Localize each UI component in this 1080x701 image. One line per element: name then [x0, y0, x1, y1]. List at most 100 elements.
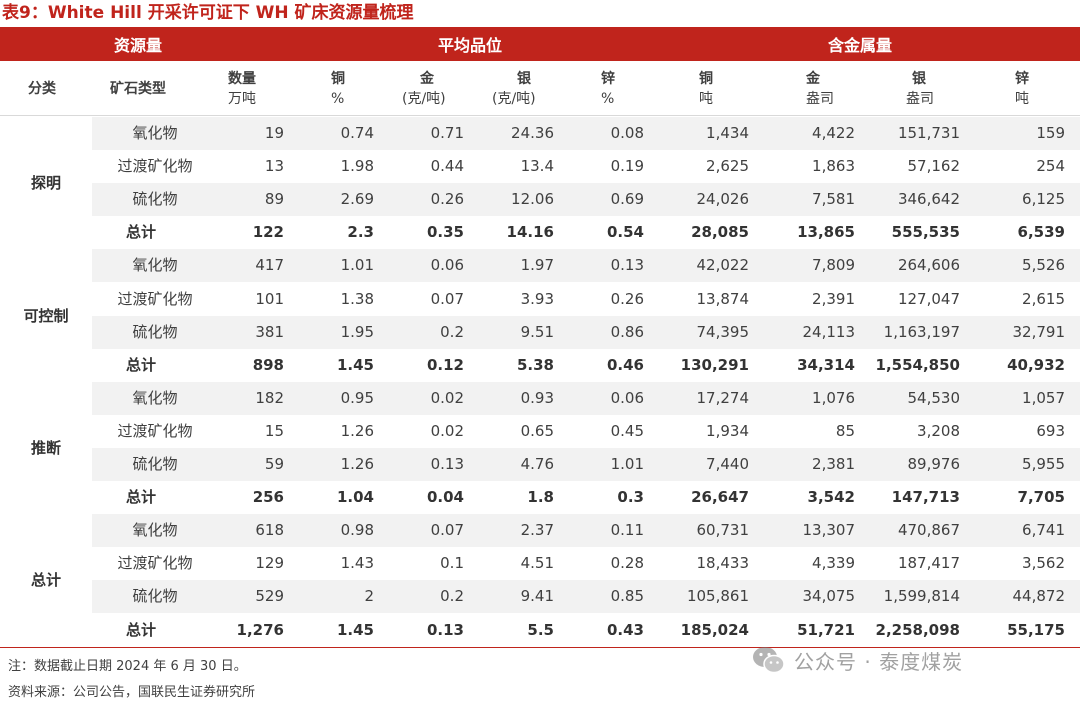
cell-au-grade: 0.44	[430, 157, 464, 176]
cell-zn-grade: 0.46	[606, 355, 644, 374]
table-row: 氧化物 182 0.95 0.02 0.93 0.06 17,274 1,076 54,530 1…	[92, 381, 1080, 415]
cell-cu-grade: 0.98	[340, 521, 374, 540]
group-label: 可控制	[23, 306, 69, 325]
cell-qty: 898	[252, 355, 284, 374]
cell-zn-metal: 6,125	[1022, 190, 1065, 209]
cell-qty: 13	[264, 157, 284, 176]
cell-cu-grade: 1.43	[340, 554, 374, 573]
cell-au-metal: 4,339	[812, 554, 855, 573]
cell-cu-metal: 2,625	[706, 157, 749, 176]
cell-cu-metal: 130,291	[680, 355, 749, 374]
table-row: 硫化物 59 1.26 0.13 4.76 1.01 7,440 2,381 89,976 5,9…	[92, 448, 1080, 481]
cell-au-metal: 51,721	[797, 620, 855, 639]
total-row: 总计 898 1.45 0.12 5.38 0.46 130,291 34,314 1,554,…	[92, 349, 1080, 382]
cell-zn-grade: 0.86	[610, 322, 644, 341]
cell-qty: 15	[264, 421, 284, 440]
cell-qty: 122	[252, 223, 284, 242]
cell-cu-grade: 1.04	[336, 488, 374, 507]
cell-ag-grade: 24.36	[511, 124, 554, 142]
table-body: 探明 氧化物 19 0.74 0.71 24.36 0.08 1,434 4,422 151,73…	[0, 117, 1080, 647]
cell-au-metal: 3,542	[807, 488, 855, 507]
table-row: 过渡矿化物 101 1.38 0.07 3.93 0.26 13,874 2,391 127,0…	[92, 283, 1080, 316]
cell-qty: 256	[252, 488, 284, 507]
cell-au-metal: 13,865	[797, 223, 855, 242]
cell-au-grade: 0.13	[430, 455, 464, 473]
table-row: 氧化物 19 0.74 0.71 24.36 0.08 1,434 4,422 151,731 1…	[92, 117, 1080, 150]
cell-au-metal: 7,581	[812, 190, 855, 209]
table-row: 过渡矿化物 129 1.43 0.1 4.51 0.28 18,433 4,339 187,41…	[92, 547, 1080, 580]
cell-cu-grade: 1.26	[340, 421, 374, 440]
cell-ag-metal: 3,208	[917, 421, 960, 440]
cell-ag-grade: 0.65	[520, 421, 554, 440]
col-ore-type: 矿石类型	[110, 81, 166, 97]
total-row: 总计 1,276 1.45 0.13 5.5 0.43 185,024 51,721 2,258…	[92, 614, 1080, 647]
cell-ag-grade: 12.06	[511, 190, 554, 209]
cell-qty: 1,276	[236, 620, 284, 639]
cell-ag-metal: 187,417	[897, 554, 960, 573]
cell-ag-grade: 4.76	[520, 455, 554, 473]
cell-au-metal: 2,391	[812, 289, 855, 308]
cell-cu-grade: 2.69	[340, 190, 374, 209]
cell-au-grade: 0.06	[430, 256, 464, 275]
cell-zn-metal: 6,539	[1017, 223, 1065, 242]
cell-ag-grade: 3.93	[520, 289, 554, 308]
cell-cu-grade: 1.45	[336, 620, 374, 639]
cell-qty: 529	[255, 587, 284, 606]
cell-ore-type: 氧化物	[132, 521, 178, 540]
group-label: 总计	[30, 571, 61, 590]
cell-cu-metal: 17,274	[696, 388, 750, 407]
cell-au-grade: 0.04	[426, 488, 464, 507]
cell-ag-metal: 1,163,197	[883, 322, 960, 341]
cell-zn-metal: 55,175	[1007, 620, 1065, 639]
cell-ore-type: 总计	[126, 620, 157, 639]
header-group-row: 资源量 平均品位 含金属量	[0, 27, 1080, 61]
cell-zn-grade: 0.85	[610, 587, 644, 606]
cell-au-grade: 0.12	[426, 355, 464, 374]
header-grade: 平均品位	[438, 36, 503, 55]
cell-au-metal: 24,113	[802, 322, 856, 341]
cell-zn-grade: 1.01	[610, 455, 644, 473]
cell-cu-grade: 0.74	[340, 124, 374, 142]
cell-ag-metal: 346,642	[897, 190, 960, 209]
col-ag-grade: 银 (克/吨)	[492, 71, 536, 107]
cell-ag-metal: 555,535	[891, 223, 960, 242]
cell-ag-metal: 89,976	[907, 455, 961, 473]
cell-qty: 101	[255, 289, 284, 308]
cell-zn-metal: 7,705	[1017, 488, 1065, 507]
cell-zn-metal: 5,526	[1022, 256, 1065, 275]
table-bottom-rule	[0, 647, 1080, 648]
cell-ore-type: 氧化物	[132, 388, 178, 407]
cell-ore-type: 过渡矿化物	[117, 554, 193, 573]
cell-ag-grade: 4.51	[520, 554, 554, 573]
cell-zn-grade: 0.54	[606, 223, 644, 242]
col-au-grade: 金 (克/吨)	[402, 71, 446, 107]
cell-cu-metal: 7,440	[706, 455, 749, 473]
cell-ore-type: 硫化物	[132, 322, 178, 341]
table-row: 过渡矿化物 13 1.98 0.44 13.4 0.19 2,625 1,863 57,162 2…	[92, 150, 1080, 183]
cell-cu-metal: 42,022	[696, 256, 750, 275]
cell-cu-grade: 2.3	[347, 223, 374, 242]
footnote: 注：数据截止日期 2024 年 6 月 30 日。	[8, 659, 247, 674]
cell-ore-type: 硫化物	[132, 587, 178, 606]
cell-cu-metal: 185,024	[680, 620, 749, 639]
cell-au-grade: 0.02	[430, 388, 464, 407]
col-qty: 数量 万吨	[228, 71, 256, 107]
cell-cu-metal: 1,434	[706, 124, 749, 142]
cell-cu-grade: 1.98	[340, 157, 374, 176]
cell-qty: 129	[255, 554, 284, 573]
cell-zn-metal: 32,791	[1012, 322, 1066, 341]
cell-au-grade: 0.35	[426, 223, 464, 242]
header-metal: 含金属量	[828, 36, 893, 55]
cell-zn-metal: 6,741	[1022, 521, 1065, 540]
wechat-icon	[752, 645, 786, 675]
cell-au-grade: 0.07	[430, 289, 464, 308]
cell-zn-grade: 0.08	[610, 124, 644, 142]
cell-cu-metal: 105,861	[686, 587, 749, 606]
cell-zn-metal: 2,615	[1022, 289, 1065, 308]
cell-zn-metal: 1,057	[1022, 388, 1065, 407]
table-title: 表9：White Hill 开采许可证下 WH 矿床资源量梳理	[2, 3, 414, 23]
cell-au-grade: 0.1	[440, 554, 464, 573]
cell-au-grade: 0.2	[440, 587, 464, 606]
col-cu-grade: 铜%	[331, 71, 345, 107]
cell-zn-metal: 254	[1036, 157, 1065, 176]
